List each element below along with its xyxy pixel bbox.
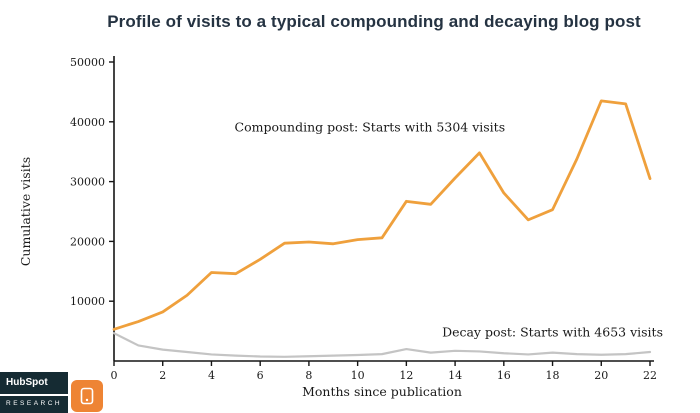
series-line-decay-post: [112, 332, 652, 358]
series-annotation: Compounding post: Starts with 5304 visit…: [235, 119, 506, 134]
x-tick-label: 4: [208, 369, 215, 382]
y-tick-label: 10000: [70, 295, 105, 308]
x-tick-label: 6: [257, 369, 264, 382]
hubspot-research-label: RESEARCH: [0, 395, 69, 413]
x-tick-label: 2: [159, 369, 166, 382]
series-line-compounding-post: [112, 99, 652, 331]
hubspot-research-icon: [71, 380, 104, 412]
x-tick-label: 8: [305, 369, 312, 382]
y-tick-label: 20000: [70, 235, 105, 248]
x-tick-label: 20: [594, 369, 608, 382]
x-tick-label: 16: [497, 369, 511, 382]
x-axis-label: Months since publication: [302, 384, 462, 399]
clipboard-icon: [80, 387, 94, 405]
x-tick-label: 10: [351, 369, 365, 382]
chart-title: Profile of visits to a typical compoundi…: [107, 12, 641, 31]
y-tick-label: 30000: [70, 176, 105, 189]
y-tick-label: 50000: [70, 56, 105, 69]
hubspot-wordmark-block: HubSpot RESEARCH: [0, 371, 69, 413]
x-tick-label: 22: [643, 369, 657, 382]
hubspot-wordmark: HubSpot: [0, 371, 69, 394]
series-annotation: Decay post: Starts with 4653 visits: [442, 324, 663, 339]
x-tick-label: 12: [399, 369, 413, 382]
x-tick-label: 0: [111, 369, 118, 382]
y-tick-label: 40000: [70, 116, 105, 129]
hubspot-logo: HubSpot RESEARCH: [0, 371, 104, 413]
x-tick-label: 14: [448, 369, 462, 382]
y-axis-label: Cumulative visits: [18, 157, 33, 266]
x-tick-label: 18: [546, 369, 560, 382]
